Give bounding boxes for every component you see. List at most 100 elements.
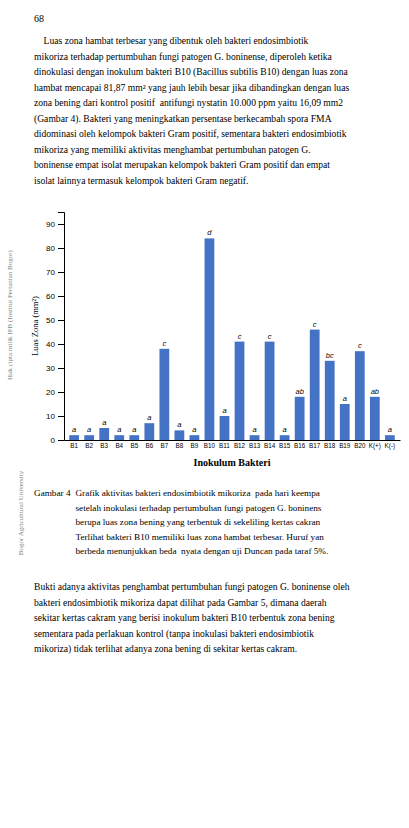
- background: [0, 0, 409, 828]
- x-tick: B13: [249, 442, 261, 449]
- y-tick: 10: [46, 412, 64, 421]
- watermark: Hak cipta milik IPB (Institut Pertanian …: [6, 249, 14, 380]
- x-tick: B6: [145, 442, 153, 449]
- x-tick-label: B13: [249, 442, 261, 449]
- y-tick-mark: [58, 368, 64, 369]
- x-axis-title: Inokulum Bakteri: [194, 457, 271, 468]
- bar: [174, 430, 184, 440]
- y-tick-mark: [58, 344, 64, 345]
- annotation: a: [388, 425, 392, 434]
- x-tick-label: B4: [115, 442, 123, 449]
- y-tick-label: 10: [46, 412, 55, 421]
- annotation: a: [252, 425, 256, 434]
- bar: [310, 330, 320, 440]
- x-tick: B4: [115, 442, 123, 449]
- bottom-paragraph-line: mikoriza) tidak terlihat adanya zona ben…: [34, 643, 297, 655]
- y-tick-mark: [58, 296, 64, 297]
- bar: [205, 238, 215, 440]
- page: 68 Luas zona hambat terbesar yang dibent…: [0, 0, 409, 828]
- top-paragraph-line: mikoriza yang memiliki aktivitas mengham…: [34, 144, 311, 155]
- annotation: a: [132, 425, 136, 434]
- x-tick-label: B20: [354, 442, 366, 449]
- annotation: bc: [326, 351, 334, 360]
- top-paragraph-line: didominasi oleh kelompok bakteri Gram po…: [34, 128, 347, 139]
- annotation: a: [117, 425, 121, 434]
- x-tick: B1: [70, 442, 78, 449]
- y-tick-label: 70: [46, 268, 55, 277]
- x-tick: B12: [234, 442, 246, 449]
- bottom-paragraph-line: sementara pada perlakuan kontrol (tanpa …: [34, 628, 314, 640]
- bar: [99, 428, 109, 440]
- x-tick: B17: [309, 442, 321, 449]
- x-tick: K(-): [385, 442, 396, 450]
- x-tick: B5: [130, 442, 138, 449]
- x-tick: B2: [85, 442, 93, 449]
- bar: [190, 435, 200, 440]
- bar: [280, 435, 290, 440]
- x-tick-label: B14: [264, 442, 276, 449]
- top-paragraph-line: (Gambar 4). Bakteri yang meningkatkan pe…: [34, 113, 332, 125]
- bar: [385, 435, 395, 440]
- x-tick-label: B18: [324, 442, 336, 449]
- bar: [355, 351, 365, 440]
- x-tick-label: B16: [294, 442, 306, 449]
- x-tick-label: B5: [130, 442, 138, 449]
- x-tick-label: B10: [204, 442, 216, 449]
- annotation: c: [238, 332, 242, 341]
- x-tick-label: K(+): [369, 442, 381, 450]
- bar: [250, 435, 260, 440]
- bar: [69, 435, 79, 440]
- caption-label: Gambar 4: [34, 488, 71, 498]
- y-tick-mark: [58, 272, 64, 273]
- annotation: a: [72, 425, 76, 434]
- y-tick-label: 30: [46, 364, 55, 373]
- bottom-paragraph: Bukti adanya aktivitas penghambat pertum…: [34, 581, 350, 655]
- y-tick-label: 20: [46, 388, 55, 397]
- y-tick: 0: [51, 436, 64, 445]
- x-tick: B18: [324, 442, 336, 449]
- top-paragraph-line: dinokulasi dengan inokulum bakteri B10 (…: [34, 66, 349, 78]
- bar: [370, 397, 380, 440]
- x-tick: B3: [100, 442, 108, 449]
- bar: [220, 416, 230, 440]
- y-tick-label: 50: [46, 316, 55, 325]
- annotation: a: [343, 394, 347, 403]
- x-tick-label: B7: [160, 442, 168, 449]
- annotation: c: [162, 339, 166, 348]
- bar: [159, 349, 169, 440]
- x-tick-label: K(-): [385, 442, 396, 450]
- x-tick: B15: [279, 442, 291, 449]
- annotation: a: [87, 425, 91, 434]
- x-tick-label: B17: [309, 442, 321, 449]
- y-tick-mark: [58, 440, 64, 441]
- y-tick: 80: [46, 244, 64, 253]
- x-tick: K(+): [369, 442, 381, 450]
- bar: [295, 397, 305, 440]
- y-tick-mark: [58, 392, 64, 393]
- x-tick-label: B12: [234, 442, 246, 449]
- y-tick-label: 0: [51, 436, 56, 445]
- bar: [265, 342, 275, 440]
- y-tick-mark: [58, 416, 64, 417]
- bar: [325, 361, 335, 440]
- y-tick: 90: [46, 220, 64, 229]
- bar: [340, 404, 350, 440]
- caption-line: Grafik aktivitas bakteri endosimbiotik m…: [75, 488, 319, 498]
- annotation: a: [102, 418, 106, 427]
- annotation: a: [147, 413, 151, 422]
- top-paragraph-line: zona bening dari kontrol positif antifun…: [34, 97, 343, 108]
- caption-line: berupa luas zona bening yang terbentuk d…: [75, 517, 320, 527]
- x-tick-label: B6: [145, 442, 153, 449]
- y-tick-label: 90: [46, 220, 55, 229]
- bar: [129, 435, 139, 440]
- x-tick: B10: [204, 442, 216, 449]
- bar: [144, 423, 154, 440]
- y-tick-label: 60: [46, 292, 55, 301]
- bottom-paragraph-line: sekitar kertas cakram yang berisi inokul…: [34, 612, 335, 623]
- x-tick-label: B2: [85, 442, 93, 449]
- annotation: a: [177, 420, 181, 429]
- x-tick-label: B15: [279, 442, 291, 449]
- top-paragraph-line: isolat lainnya termasuk kelompok bakteri…: [34, 175, 248, 186]
- watermark: Bogor Agricultural University: [17, 470, 25, 555]
- y-tick: 50: [46, 316, 64, 325]
